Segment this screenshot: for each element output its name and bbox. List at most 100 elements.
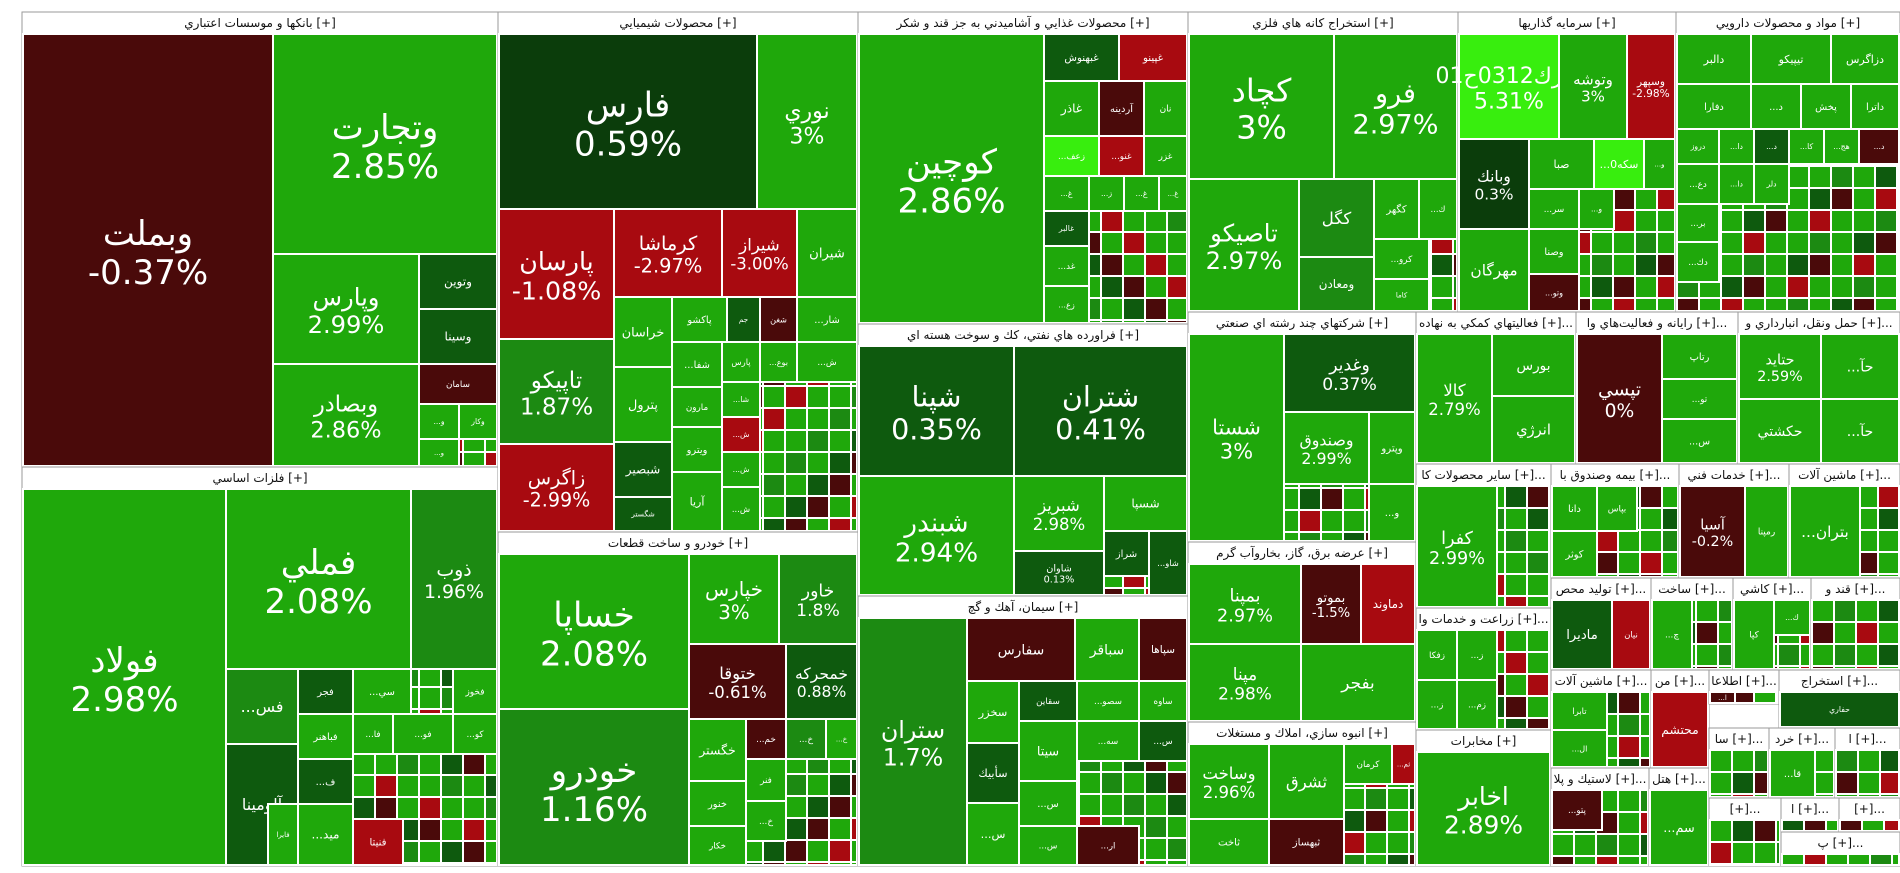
sector-title[interactable]: بيمه وصندوق با [+]... [1560, 468, 1671, 483]
minor-stock-tile[interactable] [1298, 487, 1322, 511]
minor-stock-tile[interactable] [418, 752, 442, 776]
minor-stock-tile[interactable] [1144, 275, 1168, 299]
stock-tile[interactable]: تابرا [1551, 691, 1608, 731]
minor-stock-tile[interactable] [418, 818, 442, 842]
minor-stock-tile[interactable] [1548, 695, 1551, 719]
minor-stock-tile[interactable] [1639, 833, 1649, 857]
minor-stock-tile[interactable] [1617, 757, 1641, 768]
stock-tile[interactable]: ...ك [1773, 599, 1811, 636]
sector-title[interactable]: فلزات اساسي [+] [212, 471, 307, 486]
minor-stock-tile[interactable] [1166, 771, 1188, 795]
minor-stock-tile[interactable] [1634, 253, 1658, 277]
minor-stock-tile[interactable] [1430, 253, 1454, 277]
minor-stock-tile[interactable] [1122, 771, 1146, 795]
minor-stock-tile[interactable] [784, 495, 808, 519]
stock-tile[interactable]: كگهر [1373, 178, 1420, 240]
sector-title[interactable]: من [+]... [1655, 674, 1705, 689]
stock-tile[interactable]: ...ش [721, 416, 761, 453]
minor-stock-tile[interactable] [1548, 551, 1551, 575]
minor-stock-tile[interactable] [828, 451, 852, 475]
minor-stock-tile[interactable] [1595, 855, 1619, 866]
minor-stock-tile[interactable] [1869, 853, 1893, 866]
stock-tile[interactable]: آسيا-0.2% [1679, 485, 1746, 578]
minor-stock-tile[interactable] [1504, 573, 1528, 597]
minor-stock-tile[interactable] [484, 840, 498, 864]
stock-tile[interactable]: ...سم [1649, 789, 1709, 866]
minor-stock-tile[interactable] [784, 795, 808, 819]
sector-28[interactable]: اطلاعا [+]... ...ا [1708, 669, 1780, 705]
sector-title[interactable]: شركتهاي چند رشته اي صنعتي [+] [1216, 316, 1388, 331]
stock-tile[interactable]: ...ميد [297, 803, 354, 866]
stock-tile[interactable]: كاما [1373, 278, 1430, 312]
minor-stock-tile[interactable] [1144, 837, 1168, 861]
minor-stock-tile[interactable] [1808, 231, 1832, 255]
stock-tile[interactable]: ...پتو [1551, 789, 1603, 831]
minor-stock-tile[interactable] [1852, 187, 1876, 211]
minor-stock-tile[interactable] [440, 774, 464, 798]
minor-stock-tile[interactable] [1742, 253, 1766, 277]
sector-title[interactable]: ماشين آلات [+]... [1555, 673, 1648, 689]
stock-tile[interactable]: ...ف [297, 758, 354, 805]
minor-stock-tile[interactable] [1548, 529, 1551, 553]
minor-stock-tile[interactable] [1342, 509, 1366, 533]
stock-tile[interactable]: شسپا [1103, 475, 1188, 532]
stock-tile[interactable]: ...وتو [1528, 273, 1580, 312]
minor-stock-tile[interactable] [1835, 771, 1859, 795]
sector-33[interactable]: خرد [+]... ...قا [1768, 727, 1836, 799]
minor-stock-tile[interactable] [1742, 209, 1766, 233]
minor-stock-tile[interactable] [1813, 793, 1835, 798]
minor-stock-tile[interactable] [1855, 665, 1879, 670]
minor-stock-tile[interactable] [1617, 833, 1641, 857]
minor-stock-tile[interactable] [1852, 275, 1876, 299]
minor-stock-tile[interactable] [1879, 793, 1900, 798]
minor-stock-tile[interactable] [762, 429, 786, 453]
sector-title[interactable]: هتل [+]... [1652, 772, 1706, 786]
minor-stock-tile[interactable] [418, 862, 442, 866]
minor-stock-tile[interactable] [440, 862, 464, 866]
minor-stock-tile[interactable] [806, 407, 830, 431]
stock-tile[interactable]: ...فو [392, 713, 454, 755]
stock-tile[interactable]: كگل [1298, 178, 1375, 258]
minor-stock-tile[interactable] [1764, 231, 1788, 255]
minor-stock-tile[interactable] [828, 817, 852, 841]
stock-tile[interactable]: محتشم [1651, 691, 1709, 768]
sector-title[interactable]: فعاليتهاي كمكي به نهاده [+]... [1419, 316, 1573, 330]
stock-tile[interactable]: ...خم [745, 718, 787, 760]
stock-tile[interactable]: ختوقا-0.61% [688, 643, 787, 720]
minor-stock-tile[interactable] [1656, 231, 1676, 255]
minor-stock-tile[interactable] [1808, 297, 1832, 312]
stock-tile[interactable]: ...س [1018, 825, 1078, 866]
sector-title[interactable]: خدمات فني [+]... [1688, 468, 1781, 482]
minor-stock-tile[interactable] [828, 839, 852, 863]
minor-stock-tile[interactable] [1833, 665, 1857, 670]
stock-tile[interactable]: خراسان [613, 296, 673, 368]
minor-stock-tile[interactable] [1100, 253, 1124, 277]
minor-stock-tile[interactable] [1408, 809, 1416, 833]
minor-stock-tile[interactable] [1617, 713, 1641, 737]
minor-stock-tile[interactable] [1891, 853, 1900, 866]
sector-26[interactable]: ماشين آلات [+]... تابرا ...ال [1550, 669, 1652, 769]
minor-stock-tile[interactable] [1526, 507, 1550, 531]
minor-stock-tile[interactable] [1731, 771, 1755, 795]
stock-tile[interactable]: ماديرا [1551, 599, 1613, 670]
minor-stock-tile[interactable] [850, 861, 858, 866]
minor-stock-tile[interactable] [1122, 793, 1146, 817]
minor-stock-tile[interactable] [1166, 837, 1188, 861]
stock-tile[interactable]: ...ش [796, 341, 858, 383]
stock-tile[interactable]: ...ش [721, 486, 761, 532]
minor-stock-tile[interactable] [1877, 529, 1900, 553]
minor-stock-tile[interactable] [806, 861, 830, 866]
minor-stock-tile[interactable] [1166, 253, 1188, 277]
sector-title[interactable]: سا [+]... [1715, 732, 1763, 746]
minor-stock-tile[interactable] [1764, 209, 1788, 233]
minor-stock-tile[interactable] [1731, 793, 1755, 798]
stock-tile[interactable]: مارون [671, 386, 723, 428]
stock-tile[interactable]: ...دك [1676, 241, 1720, 283]
